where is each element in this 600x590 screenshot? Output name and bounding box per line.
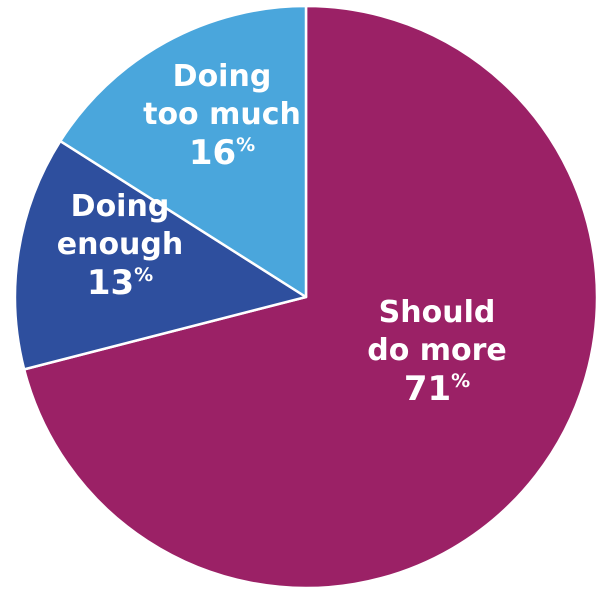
slice-label-line: Should [379, 295, 496, 330]
percent-sign: % [134, 264, 153, 286]
percent-sign: % [451, 370, 470, 392]
slice-percent: 16 [189, 133, 236, 173]
slice-label-line: enough [57, 227, 184, 262]
slice-label-line: Doing [71, 189, 170, 224]
slice-label-line: do more [367, 333, 507, 368]
percent-sign: % [236, 134, 255, 156]
slice-label-line: Doing [173, 59, 272, 94]
slice-percent: 13 [87, 263, 134, 303]
slice-percent: 71 [404, 369, 451, 409]
slice-label-line: too much [143, 97, 301, 132]
